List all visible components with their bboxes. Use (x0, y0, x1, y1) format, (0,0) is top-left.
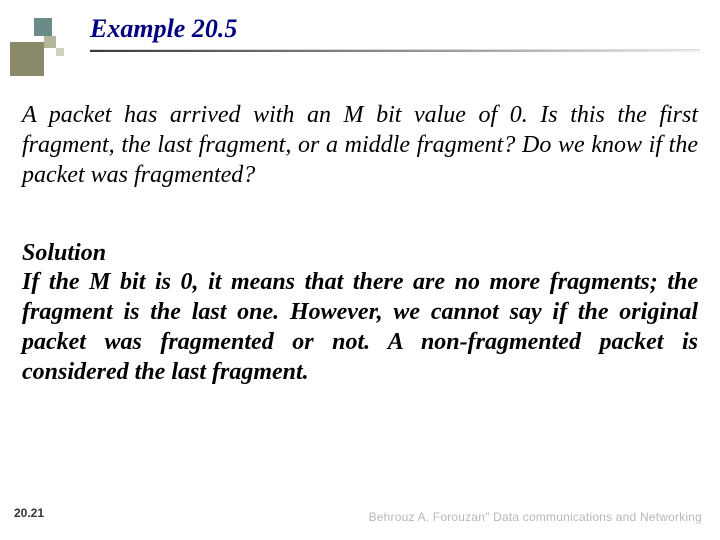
solution-label: Solution (22, 240, 698, 267)
decor-square-mid (44, 36, 56, 48)
title-underline (90, 50, 700, 52)
solution-text: If the M bit is 0, it means that there a… (22, 267, 698, 387)
corner-decoration (10, 18, 80, 73)
decor-square-top (34, 18, 52, 36)
slide-header: Example 20.5 (90, 14, 700, 52)
solution-block: Solution If the M bit is 0, it means tha… (22, 240, 698, 387)
slide-content: A packet has arrived with an M bit value… (22, 100, 698, 387)
question-text: A packet has arrived with an M bit value… (22, 100, 698, 190)
slide-title: Example 20.5 (90, 14, 700, 48)
page-number: 20.21 (14, 506, 44, 520)
decor-square-tiny (56, 48, 64, 56)
decor-square-large (10, 42, 44, 76)
footer-credit: Behrouz A. Forouzan" Data communications… (369, 510, 702, 524)
